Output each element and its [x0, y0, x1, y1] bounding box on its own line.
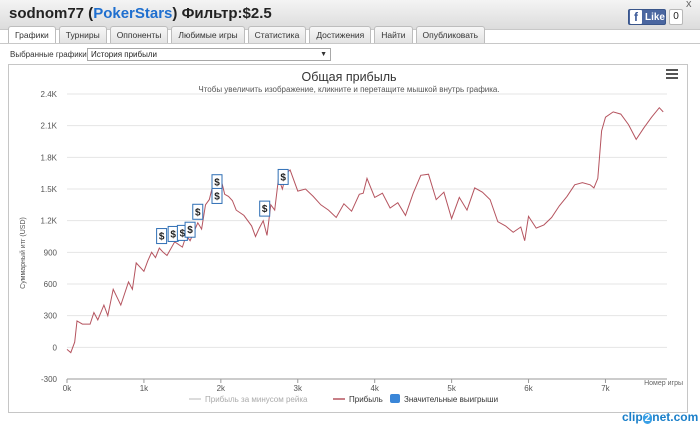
- legend-profit-label[interactable]: Прибыль: [349, 395, 383, 404]
- y-axis-ticks: -300 0 300 600 900 1.2K 1.5K 1.8K 2.1K 2.4K: [41, 90, 58, 384]
- player-name: sodnom77: [9, 5, 85, 22]
- like-count: 0: [669, 9, 683, 25]
- flag-label: $: [195, 207, 201, 218]
- watermark-clip: clip: [622, 410, 643, 424]
- big-win-flag[interactable]: $: [192, 203, 204, 220]
- x-axis-label: Номер игры: [644, 380, 683, 387]
- flag-box: [277, 168, 289, 185]
- y-tick-label: -300: [41, 375, 58, 384]
- watermark-net: net.com: [652, 410, 699, 424]
- big-win-flag[interactable]: $: [156, 228, 168, 245]
- filter-label: Фильтр:$2.5: [181, 5, 272, 22]
- big-win-flags: $ $ $ $$$$$$: [156, 168, 289, 245]
- x-tick-label: 0k: [63, 384, 72, 393]
- flag-label: $: [214, 191, 220, 202]
- x-tick-label: 6k: [524, 384, 533, 393]
- chart-selector-label: Выбранные графики:: [10, 50, 89, 59]
- chart-selector-value: История прибыли: [91, 50, 157, 59]
- x-axis-ticks: 0k 1k 2k 3k 4k 5k 6k 7k: [63, 378, 667, 393]
- tab-statistics[interactable]: Статистика: [247, 26, 307, 43]
- x-tick-label: 4k: [370, 384, 379, 393]
- big-win-flag[interactable]: $: [167, 225, 179, 242]
- tab-opponents[interactable]: Оппоненты: [109, 26, 169, 43]
- series-profit-line: [66, 106, 664, 354]
- x-tick-label: 1k: [140, 384, 149, 393]
- y-tick-label: 1.8K: [41, 153, 58, 162]
- flag-label: $: [262, 204, 268, 215]
- y-tick-label: 300: [44, 312, 58, 321]
- profit-chart[interactable]: -300 0 300 600 900 1.2K 1.5K 1.8K 2.1K 2.4K 0k 1k 2…: [9, 65, 687, 412]
- big-win-flag[interactable]: $: [211, 174, 223, 191]
- y-tick-label: 0: [53, 343, 58, 352]
- watermark-two: 2: [642, 413, 653, 424]
- chart-panel[interactable]: -300 0 300 600 900 1.2K 1.5K 1.8K 2.1K 2.4K 0k 1k 2…: [8, 64, 688, 413]
- window-titlebar: sodnom77 (PokerStars) Фильтр:$2.5 f Like…: [0, 0, 700, 30]
- tab-favorite-games[interactable]: Любимые игры: [171, 26, 245, 43]
- flag-box: [211, 187, 223, 204]
- like-label: Like: [644, 11, 665, 23]
- flag-label: $: [214, 178, 220, 189]
- legend-wins-swatch: [390, 394, 400, 403]
- big-win-flag[interactable]: $: [211, 187, 223, 204]
- chart-selector[interactable]: История прибыли ▼: [87, 48, 331, 61]
- legend-wins-label[interactable]: Значительные выигрыши: [404, 395, 498, 404]
- y-tick-label: 2.1K: [41, 122, 58, 131]
- legend-rake-label[interactable]: Прибыль за минусом рейка: [205, 395, 308, 404]
- tab-find[interactable]: Найти: [374, 26, 413, 43]
- tab-divider: [0, 43, 700, 44]
- tab-achievements[interactable]: Достижения: [309, 26, 372, 43]
- clip2net-watermark: clip 2 net.com: [622, 410, 698, 424]
- facebook-icon: f: [630, 10, 642, 24]
- x-tick-label: 7k: [601, 384, 610, 393]
- flag-box: [192, 203, 204, 220]
- big-win-flag[interactable]: $: [277, 168, 289, 185]
- tab-charts[interactable]: Графики: [8, 26, 56, 43]
- flag-label: $: [187, 225, 193, 236]
- y-tick-label: 2.4K: [41, 90, 58, 99]
- flag-label: $: [280, 172, 286, 183]
- tab-publish[interactable]: Опубликовать: [415, 26, 486, 43]
- window-title: sodnom77 (PokerStars) Фильтр:$2.5: [9, 5, 272, 22]
- facebook-like-button[interactable]: f Like: [628, 9, 666, 25]
- y-tick-label: 1.2K: [41, 217, 58, 226]
- dropdown-caret-icon: ▼: [320, 51, 327, 58]
- flag-box: [259, 200, 271, 217]
- flag-box: [184, 221, 196, 238]
- y-tick-label: 900: [44, 248, 58, 257]
- chart-title: Общая прибыль: [301, 70, 396, 84]
- y-axis-label: Суммарный итг (USD): [19, 217, 27, 289]
- flag-box: [156, 228, 168, 245]
- menu-icon[interactable]: [666, 69, 678, 79]
- tab-bar: Графики Турниры Оппоненты Любимые игры С…: [8, 26, 488, 43]
- x-tick-label: 5k: [447, 384, 456, 393]
- big-win-flag[interactable]: $: [184, 221, 196, 238]
- flag-label: $: [180, 228, 186, 239]
- big-win-flag[interactable]: $: [259, 200, 271, 217]
- y-tick-label: 1.5K: [41, 185, 58, 194]
- chart-legend: Прибыль за минусом рейка Прибыль Значите…: [189, 394, 498, 404]
- y-tick-label: 600: [44, 280, 58, 289]
- flag-label: $: [159, 232, 165, 243]
- chart-subtitle: Чтобы увеличить изображение, кликните и …: [198, 85, 499, 94]
- tab-tournaments[interactable]: Турниры: [58, 26, 107, 43]
- flag-label: $: [170, 229, 176, 240]
- site-link[interactable]: PokerStars: [93, 5, 173, 22]
- close-icon[interactable]: x: [686, 0, 692, 10]
- x-tick-label: 2k: [217, 384, 226, 393]
- x-tick-label: 3k: [294, 384, 303, 393]
